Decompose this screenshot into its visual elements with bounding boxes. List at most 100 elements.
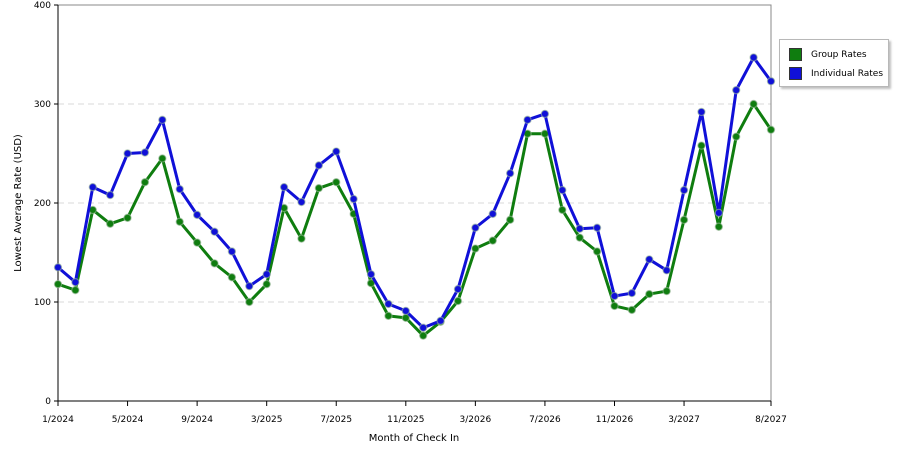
data-point — [679, 215, 689, 225]
x-tick-label: 3/2025 — [251, 415, 283, 425]
data-point — [384, 311, 393, 321]
data-point — [558, 205, 567, 215]
x-tick-label: 9/2024 — [181, 415, 213, 425]
data-point — [262, 270, 271, 279]
x-tick-label: 11/2026 — [596, 415, 634, 425]
data-point — [697, 107, 706, 117]
data-point — [471, 223, 480, 232]
series-line — [57, 102, 773, 338]
data-point — [505, 215, 515, 225]
data-point — [192, 238, 202, 247]
series-individual-rates — [53, 53, 776, 332]
data-point — [471, 244, 480, 253]
data-point — [558, 185, 567, 195]
y-tick-label: 200 — [34, 199, 51, 209]
data-point — [453, 284, 463, 294]
data-point — [592, 247, 602, 256]
data-point — [679, 185, 689, 195]
data-point — [766, 125, 776, 134]
data-point — [332, 147, 341, 156]
data-point — [436, 316, 445, 326]
y-tick-label: 100 — [34, 298, 51, 308]
data-point — [245, 281, 254, 291]
data-point — [53, 279, 63, 289]
y-tick-label: 300 — [34, 100, 51, 110]
y-tick-label: 0 — [45, 397, 51, 407]
data-point — [610, 291, 619, 301]
data-point — [384, 299, 393, 309]
data-point — [366, 270, 376, 279]
data-point — [123, 213, 132, 223]
data-point — [105, 219, 115, 228]
legend-item-group: Group Rates — [789, 48, 867, 61]
data-point — [175, 184, 184, 194]
data-point — [158, 154, 167, 163]
data-point — [210, 259, 219, 268]
data-point — [766, 77, 776, 86]
data-point — [262, 279, 271, 289]
x-tick-label: 1/2024 — [42, 415, 74, 425]
data-point — [227, 273, 237, 282]
series-layer — [53, 53, 776, 340]
data-point — [71, 278, 80, 287]
data-point — [453, 296, 463, 306]
data-point — [662, 266, 671, 275]
series-line — [57, 55, 773, 330]
data-point — [123, 149, 132, 158]
data-point — [279, 182, 289, 192]
data-point — [401, 306, 411, 316]
data-point — [645, 255, 654, 264]
data-point — [697, 141, 706, 150]
x-tick-label: 8/2027 — [755, 415, 787, 425]
data-point — [749, 53, 758, 62]
data-point — [227, 247, 237, 256]
data-point — [575, 233, 584, 242]
x-axis-title: Month of Check In — [369, 433, 460, 444]
legend: Group Rates Individual Rates — [779, 39, 889, 87]
data-point — [488, 209, 497, 219]
data-point — [418, 331, 428, 340]
data-point — [71, 285, 80, 295]
data-point — [192, 210, 202, 220]
data-point — [592, 223, 602, 232]
data-point — [314, 161, 324, 170]
gridlines — [58, 103, 771, 303]
data-point — [627, 288, 637, 298]
data-point — [488, 236, 497, 245]
data-point — [332, 178, 341, 187]
data-point — [140, 178, 150, 187]
data-point — [314, 183, 324, 193]
data-point — [732, 85, 741, 95]
data-point — [714, 222, 724, 231]
data-point — [575, 224, 584, 233]
data-point — [540, 109, 550, 119]
data-point — [714, 208, 724, 218]
data-point — [53, 263, 63, 272]
data-point — [662, 286, 671, 296]
x-tick-label: 7/2026 — [529, 415, 561, 425]
data-point — [523, 115, 532, 125]
data-point — [210, 227, 219, 236]
data-point — [749, 99, 758, 109]
data-point — [297, 197, 306, 207]
data-point — [627, 305, 637, 315]
data-point — [505, 169, 515, 178]
legend-label-group: Group Rates — [811, 49, 867, 60]
data-point — [140, 148, 150, 157]
axes: 0 100 200 300 400 1/2024 5/2024 9/2024 3/2025 7/2… — [34, 1, 787, 425]
data-point — [175, 217, 184, 227]
series-group-rates — [53, 99, 776, 340]
legend-label-individual: Individual Rates — [811, 68, 884, 79]
legend-swatch-individual — [789, 67, 802, 80]
data-point — [88, 182, 97, 192]
data-point — [645, 289, 654, 299]
legend-item-individual: Individual Rates — [789, 67, 883, 80]
x-tick-label: 3/2026 — [460, 415, 492, 425]
data-point — [297, 234, 306, 243]
data-point — [105, 190, 115, 200]
x-tick-label: 7/2025 — [320, 415, 352, 425]
data-point — [158, 115, 167, 125]
data-point — [245, 297, 254, 307]
data-point — [610, 301, 619, 311]
